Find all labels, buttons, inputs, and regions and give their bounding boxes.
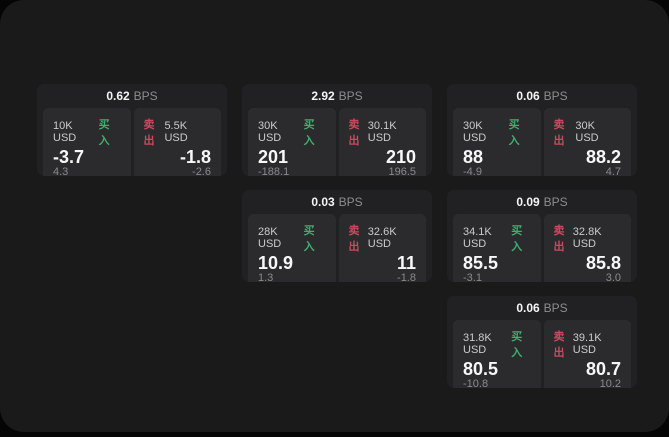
sell-delta: 10.2 bbox=[599, 378, 621, 388]
spread-header: 0.09 BPS bbox=[447, 190, 637, 214]
buy-panel[interactable]: 30K USD 买入 88 -4.9 bbox=[453, 108, 541, 176]
sell-notional: 39.1K USD bbox=[572, 332, 602, 356]
sell-button[interactable]: 卖出 bbox=[553, 331, 565, 359]
spread-value: 0.09 bbox=[516, 195, 540, 209]
quote-card: 0.62 BPS 10K USD 买入 -3.7 4.3 卖出 5.5K USD bbox=[37, 84, 227, 176]
sell-notional: 30.1K USD bbox=[367, 120, 397, 144]
quote-card: 0.06 BPS 31.8K USD 买入 80.5 -10.8 卖出 39.1… bbox=[447, 296, 637, 388]
spread-value: 0.03 bbox=[311, 195, 335, 209]
buy-price: 88 bbox=[463, 147, 484, 167]
buy-button[interactable]: 买入 bbox=[303, 225, 315, 253]
buy-panel[interactable]: 34.1K USD 买入 85.5 -3.1 bbox=[453, 214, 541, 282]
buy-button[interactable]: 买入 bbox=[511, 225, 523, 253]
sell-panel[interactable]: 卖出 30.1K USD 210 196.5 bbox=[338, 108, 426, 176]
buy-panel[interactable]: 10K USD 买入 -3.7 4.3 bbox=[43, 108, 131, 176]
quote-card: 0.09 BPS 34.1K USD 买入 85.5 -3.1 卖出 32.8K… bbox=[447, 190, 637, 282]
spread-unit: BPS bbox=[338, 195, 363, 209]
sell-panel[interactable]: 卖出 32.6K USD 11 -1.8 bbox=[338, 214, 426, 282]
buy-button[interactable]: 买入 bbox=[511, 331, 523, 359]
buy-delta: 1.3 bbox=[258, 272, 274, 282]
spread-unit: BPS bbox=[338, 89, 363, 103]
sell-price: 85.8 bbox=[585, 253, 621, 273]
quote-card-grid: 0.62 BPS 10K USD 买入 -3.7 4.3 卖出 5.5K USD bbox=[37, 84, 637, 388]
buy-delta: -3.1 bbox=[463, 272, 482, 282]
buy-panel[interactable]: 31.8K USD 买入 80.5 -10.8 bbox=[453, 320, 541, 388]
sell-notional: 32.8K USD bbox=[572, 226, 602, 250]
spread-value: 0.62 bbox=[106, 89, 130, 103]
quote-body: 31.8K USD 买入 80.5 -10.8 卖出 39.1K USD 80.… bbox=[447, 320, 637, 388]
sell-price: -1.8 bbox=[179, 147, 211, 167]
buy-notional: 28K USD bbox=[258, 226, 282, 250]
sell-notional: 30K USD bbox=[575, 120, 599, 144]
spread-unit: BPS bbox=[543, 301, 568, 315]
spread-unit: BPS bbox=[543, 89, 568, 103]
buy-button[interactable]: 买入 bbox=[303, 119, 315, 147]
quote-body: 30K USD 买入 201 -188.1 卖出 30.1K USD 210 1… bbox=[242, 108, 432, 176]
buy-panel[interactable]: 28K USD 买入 10.9 1.3 bbox=[248, 214, 336, 282]
buy-notional: 30K USD bbox=[463, 120, 487, 144]
buy-button[interactable]: 买入 bbox=[98, 119, 110, 147]
sell-price: 11 bbox=[396, 253, 416, 273]
spread-header: 0.03 BPS bbox=[242, 190, 432, 214]
quote-body: 28K USD 买入 10.9 1.3 卖出 32.6K USD 11 -1.8 bbox=[242, 214, 432, 282]
buy-delta: -10.8 bbox=[463, 378, 489, 388]
spread-value: 0.06 bbox=[516, 89, 540, 103]
spread-unit: BPS bbox=[133, 89, 158, 103]
buy-price: -3.7 bbox=[53, 147, 85, 167]
sell-notional: 5.5K USD bbox=[164, 120, 188, 144]
quote-card: 0.06 BPS 30K USD 买入 88 -4.9 卖出 30K USD bbox=[447, 84, 637, 176]
buy-button[interactable]: 买入 bbox=[508, 119, 520, 147]
buy-notional: 10K USD bbox=[53, 120, 77, 144]
buy-delta: 4.3 bbox=[53, 166, 69, 176]
sell-delta: 3.0 bbox=[605, 272, 621, 282]
sell-delta: 4.7 bbox=[605, 166, 621, 176]
spread-value: 0.06 bbox=[516, 301, 540, 315]
spread-unit: BPS bbox=[543, 195, 568, 209]
sell-button[interactable]: 卖出 bbox=[143, 119, 155, 147]
buy-notional: 34.1K USD bbox=[463, 226, 492, 250]
sell-button[interactable]: 卖出 bbox=[348, 119, 360, 147]
sell-price: 88.2 bbox=[585, 147, 621, 167]
buy-price: 80.5 bbox=[463, 359, 499, 379]
quote-card: 2.92 BPS 30K USD 买入 201 -188.1 卖出 30.1K … bbox=[242, 84, 432, 176]
sell-notional: 32.6K USD bbox=[367, 226, 397, 250]
quote-body: 34.1K USD 买入 85.5 -3.1 卖出 32.8K USD 85.8… bbox=[447, 214, 637, 282]
buy-delta: -4.9 bbox=[463, 166, 482, 176]
sell-button[interactable]: 卖出 bbox=[348, 225, 360, 253]
buy-price: 85.5 bbox=[463, 253, 499, 273]
quote-card: 0.03 BPS 28K USD 买入 10.9 1.3 卖出 32.6K US… bbox=[242, 190, 432, 282]
spread-header: 0.06 BPS bbox=[447, 296, 637, 320]
buy-price: 201 bbox=[258, 147, 289, 167]
sell-panel[interactable]: 卖出 32.8K USD 85.8 3.0 bbox=[543, 214, 631, 282]
buy-notional: 31.8K USD bbox=[463, 332, 492, 356]
sell-panel[interactable]: 卖出 30K USD 88.2 4.7 bbox=[543, 108, 631, 176]
quote-body: 10K USD 买入 -3.7 4.3 卖出 5.5K USD -1.8 -2.… bbox=[37, 108, 227, 176]
quote-body: 30K USD 买入 88 -4.9 卖出 30K USD 88.2 4.7 bbox=[447, 108, 637, 176]
sell-price: 210 bbox=[385, 147, 416, 167]
spread-header: 2.92 BPS bbox=[242, 84, 432, 108]
buy-notional: 30K USD bbox=[258, 120, 282, 144]
buy-price: 10.9 bbox=[258, 253, 294, 273]
buy-delta: -188.1 bbox=[258, 166, 290, 176]
sell-price: 80.7 bbox=[585, 359, 621, 379]
spread-header: 0.62 BPS bbox=[37, 84, 227, 108]
sell-button[interactable]: 卖出 bbox=[553, 119, 565, 147]
sell-delta: -2.6 bbox=[192, 166, 211, 176]
sell-delta: -1.8 bbox=[397, 272, 416, 282]
spread-value: 2.92 bbox=[311, 89, 335, 103]
sell-delta: 196.5 bbox=[388, 166, 416, 176]
spread-header: 0.06 BPS bbox=[447, 84, 637, 108]
buy-panel[interactable]: 30K USD 买入 201 -188.1 bbox=[248, 108, 336, 176]
sell-panel[interactable]: 卖出 5.5K USD -1.8 -2.6 bbox=[133, 108, 221, 176]
sell-button[interactable]: 卖出 bbox=[553, 225, 565, 253]
sell-panel[interactable]: 卖出 39.1K USD 80.7 10.2 bbox=[543, 320, 631, 388]
